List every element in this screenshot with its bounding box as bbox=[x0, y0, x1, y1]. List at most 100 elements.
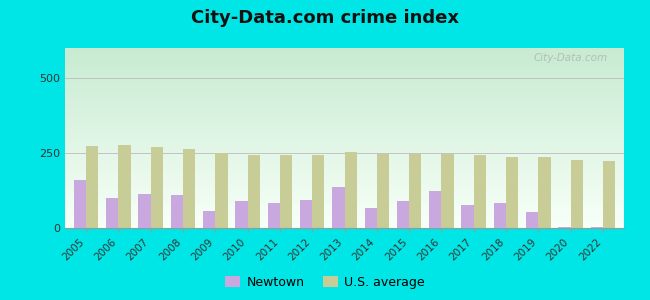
Bar bbox=[65, 152, 624, 153]
Bar bbox=[65, 57, 624, 58]
Bar bbox=[65, 109, 624, 110]
Bar bbox=[65, 108, 624, 109]
Bar bbox=[86, 146, 98, 228]
Bar bbox=[65, 137, 624, 138]
Bar bbox=[65, 177, 624, 178]
Bar bbox=[65, 93, 624, 94]
Bar bbox=[65, 55, 624, 56]
Bar bbox=[300, 200, 312, 228]
Bar bbox=[65, 129, 624, 130]
Bar bbox=[65, 48, 624, 49]
Bar bbox=[65, 161, 624, 162]
Bar bbox=[65, 167, 624, 168]
Bar bbox=[65, 155, 624, 156]
Bar bbox=[65, 115, 624, 116]
Bar bbox=[65, 159, 624, 160]
Bar bbox=[215, 153, 227, 228]
Bar bbox=[65, 99, 624, 100]
Bar bbox=[65, 179, 624, 180]
Bar bbox=[65, 104, 624, 105]
Bar bbox=[65, 144, 624, 145]
Bar bbox=[65, 224, 624, 225]
Bar bbox=[65, 54, 624, 55]
Bar bbox=[151, 147, 163, 228]
Bar bbox=[65, 166, 624, 167]
Bar bbox=[65, 72, 624, 73]
Bar bbox=[65, 67, 624, 68]
Bar bbox=[65, 184, 624, 185]
Bar bbox=[65, 142, 624, 143]
Bar bbox=[65, 59, 624, 60]
Bar bbox=[65, 91, 624, 92]
Bar bbox=[65, 172, 624, 173]
Bar bbox=[65, 64, 624, 65]
Bar bbox=[65, 143, 624, 144]
Bar bbox=[65, 87, 624, 88]
Bar bbox=[65, 132, 624, 133]
Bar bbox=[65, 209, 624, 210]
Bar bbox=[65, 164, 624, 165]
Bar bbox=[183, 148, 195, 228]
Bar bbox=[65, 96, 624, 97]
Bar bbox=[268, 203, 280, 228]
Bar bbox=[65, 106, 624, 107]
Bar bbox=[65, 157, 624, 158]
Bar bbox=[65, 178, 624, 179]
Bar bbox=[65, 61, 624, 62]
Bar bbox=[65, 193, 624, 194]
Bar bbox=[494, 203, 506, 228]
Bar bbox=[65, 150, 624, 151]
Bar bbox=[65, 50, 624, 51]
Bar bbox=[571, 160, 583, 228]
Bar bbox=[65, 148, 624, 149]
Bar bbox=[65, 180, 624, 181]
Bar bbox=[280, 155, 292, 228]
Bar bbox=[441, 154, 454, 228]
Bar bbox=[248, 155, 260, 228]
Bar bbox=[65, 119, 624, 120]
Legend: Newtown, U.S. average: Newtown, U.S. average bbox=[220, 271, 430, 294]
Bar bbox=[65, 206, 624, 207]
Bar bbox=[429, 191, 441, 228]
Bar bbox=[235, 201, 248, 228]
Bar bbox=[65, 58, 624, 59]
Bar bbox=[65, 225, 624, 226]
Bar bbox=[65, 56, 624, 57]
Bar bbox=[65, 71, 624, 72]
Bar bbox=[65, 114, 624, 115]
Bar bbox=[65, 86, 624, 87]
Bar bbox=[65, 122, 624, 123]
Bar bbox=[65, 75, 624, 76]
Bar bbox=[65, 186, 624, 187]
Bar bbox=[65, 68, 624, 69]
Bar bbox=[65, 160, 624, 161]
Bar bbox=[65, 222, 624, 223]
Bar bbox=[65, 174, 624, 175]
Bar bbox=[526, 212, 538, 228]
Bar bbox=[65, 127, 624, 128]
Bar bbox=[65, 212, 624, 213]
Bar bbox=[65, 135, 624, 136]
Bar bbox=[65, 94, 624, 95]
Bar bbox=[65, 141, 624, 142]
Bar bbox=[65, 112, 624, 113]
Bar bbox=[65, 60, 624, 61]
Bar bbox=[65, 134, 624, 135]
Bar bbox=[65, 77, 624, 78]
Bar bbox=[65, 204, 624, 205]
Bar bbox=[377, 154, 389, 228]
Bar bbox=[65, 80, 624, 81]
Bar bbox=[65, 201, 624, 202]
Bar bbox=[65, 171, 624, 172]
Bar bbox=[65, 121, 624, 122]
Bar bbox=[65, 187, 624, 188]
Bar bbox=[65, 211, 624, 212]
Bar bbox=[65, 84, 624, 85]
Bar bbox=[65, 169, 624, 170]
Bar bbox=[65, 138, 624, 139]
Bar bbox=[591, 226, 603, 228]
Bar bbox=[65, 203, 624, 204]
Bar bbox=[65, 98, 624, 99]
Bar bbox=[65, 162, 624, 163]
Bar bbox=[65, 183, 624, 184]
